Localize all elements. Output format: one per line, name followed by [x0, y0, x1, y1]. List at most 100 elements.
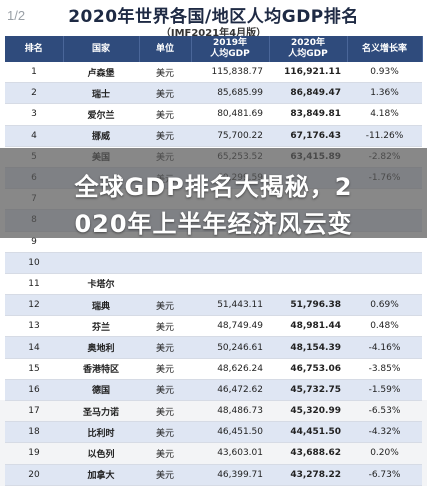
cell-country: 挪威	[63, 125, 139, 147]
cell-country: 加拿大	[63, 464, 139, 486]
column-header-gdp-2019: 2019年 人均GDP	[191, 36, 270, 62]
cell-country: 瑞士	[63, 82, 139, 105]
cell-rank: 16	[5, 379, 63, 402]
cell-gdp-2019	[191, 273, 269, 296]
cell-gdp-2019: 80,481.69	[191, 103, 269, 126]
cell-growth: -6.73%	[347, 464, 422, 486]
table-row: 11 卡塔尔	[5, 273, 422, 296]
cell-unit: 美元	[139, 421, 191, 444]
cell-unit: 美元	[139, 125, 191, 147]
cell-growth: 0.69%	[347, 294, 422, 317]
cell-unit: 美元	[139, 400, 191, 423]
cell-rank: 18	[5, 421, 63, 444]
cell-unit: 美元	[139, 315, 191, 338]
cell-growth: -11.26%	[347, 125, 422, 147]
cell-gdp-2019: 85,685.99	[191, 82, 269, 105]
cell-growth: 0.20%	[347, 442, 422, 465]
cell-country: 比利时	[63, 421, 139, 444]
table-row: 3 爱尔兰 美元 80,481.69 83,849.81 4.18%	[5, 103, 422, 126]
cell-gdp-2020: 44,451.50	[269, 421, 347, 444]
cell-rank: 4	[5, 125, 63, 147]
cell-unit: 美元	[139, 358, 191, 380]
table-row: 10	[5, 252, 422, 274]
cell-rank: 10	[5, 252, 63, 274]
cell-gdp-2019: 75,700.22	[191, 125, 269, 147]
table-row: 18 比利时 美元 46,451.50 44,451.50 -4.32%	[5, 421, 422, 444]
cell-gdp-2019: 51,443.11	[191, 294, 269, 317]
table-header-row: 排名 国家 单位 2019年 人均GDP 2020年 人均GDP 名义增长率	[5, 36, 423, 62]
cell-country: 爱尔兰	[63, 103, 139, 126]
cell-gdp-2019: 46,399.71	[191, 464, 269, 486]
cell-gdp-2020: 46,753.06	[269, 358, 347, 380]
cell-gdp-2019: 115,838.77	[191, 62, 269, 84]
cell-growth: 0.48%	[347, 315, 422, 338]
image-counter: 1/2	[7, 8, 26, 23]
cell-gdp-2019: 48,626.24	[191, 358, 269, 380]
cell-country: 圣马力诺	[63, 400, 139, 423]
page-title: 2020年世界各国/地区人均GDP排名	[68, 7, 359, 27]
cell-rank: 15	[5, 358, 63, 380]
caption-line-1: 全球GDP排名大揭秘，2	[74, 173, 353, 201]
cell-gdp-2019: 43,603.01	[191, 442, 269, 465]
caption-line-2: 020年上半年经济风云变	[74, 210, 353, 238]
table-row: 1 卢森堡 美元 115,838.77 116,921.11 0.93%	[5, 62, 422, 84]
cell-growth: 0.93%	[347, 62, 422, 84]
cell-gdp-2020: 43,278.22	[269, 464, 347, 486]
cell-unit: 美元	[139, 464, 191, 486]
cell-unit: 美元	[139, 294, 191, 317]
cell-growth: -4.32%	[347, 421, 422, 444]
cell-country: 香港特区	[63, 358, 139, 380]
cell-gdp-2020: 48,154.39	[269, 336, 347, 359]
table-row: 13 芬兰 美元 48,749.49 48,981.44 0.48%	[5, 315, 422, 338]
cell-unit: 美元	[139, 103, 191, 126]
column-header-growth: 名义增长率	[347, 36, 423, 62]
cell-gdp-2019: 48,486.73	[191, 400, 269, 423]
cell-country: 芬兰	[63, 315, 139, 338]
cell-unit: 美元	[139, 82, 191, 105]
cell-country: 奥地利	[63, 336, 139, 359]
cell-gdp-2020	[269, 252, 347, 274]
table-row: 17 圣马力诺 美元 48,486.73 45,320.99 -6.53%	[5, 400, 422, 423]
table-row: 2 瑞士 美元 85,685.99 86,849.47 1.36%	[5, 82, 422, 105]
cell-gdp-2020: 48,981.44	[269, 315, 347, 338]
cell-rank: 11	[5, 273, 63, 296]
cell-growth: -4.16%	[347, 336, 422, 359]
cell-growth: -3.85%	[347, 358, 422, 380]
cell-country: 瑞典	[63, 294, 139, 317]
cell-rank: 13	[5, 315, 63, 338]
cell-gdp-2019: 46,472.62	[191, 379, 269, 402]
cell-gdp-2020: 116,921.11	[269, 62, 347, 84]
cell-gdp-2020: 83,849.81	[269, 103, 347, 126]
cell-country: 卡塔尔	[63, 273, 139, 296]
cell-gdp-2019: 46,451.50	[191, 421, 269, 444]
column-header-unit: 单位	[139, 36, 192, 62]
cell-unit: 美元	[139, 62, 191, 84]
cell-gdp-2020: 45,320.99	[269, 400, 347, 423]
cell-rank: 17	[5, 400, 63, 423]
table-row: 12 瑞典 美元 51,443.11 51,796.38 0.69%	[5, 294, 422, 317]
cell-growth: -6.53%	[347, 400, 422, 423]
page-subtitle: （IMF2021年4月版）	[160, 28, 267, 39]
cell-rank: 19	[5, 442, 63, 465]
column-header-rank: 排名	[5, 36, 64, 62]
cell-gdp-2020: 43,688.62	[269, 442, 347, 465]
column-header-gdp-2020: 2020年 人均GDP	[269, 36, 348, 62]
cell-unit: 美元	[139, 336, 191, 359]
cell-growth: 1.36%	[347, 82, 422, 105]
caption-overlay	[0, 148, 427, 238]
cell-country: 以色列	[63, 442, 139, 465]
cell-rank: 3	[5, 103, 63, 126]
cell-country: 德国	[63, 379, 139, 402]
cell-unit: 美元	[139, 442, 191, 465]
cell-gdp-2019	[191, 252, 269, 274]
cell-gdp-2020: 51,796.38	[269, 294, 347, 317]
cell-rank: 20	[5, 464, 63, 486]
cell-gdp-2019: 48,749.49	[191, 315, 269, 338]
cell-unit: 美元	[139, 379, 191, 402]
cell-rank: 1	[5, 62, 63, 84]
table-row: 19 以色列 美元 43,603.01 43,688.62 0.20%	[5, 442, 422, 465]
cell-gdp-2020	[269, 273, 347, 296]
cell-rank: 2	[5, 82, 63, 105]
cell-growth	[347, 273, 422, 296]
